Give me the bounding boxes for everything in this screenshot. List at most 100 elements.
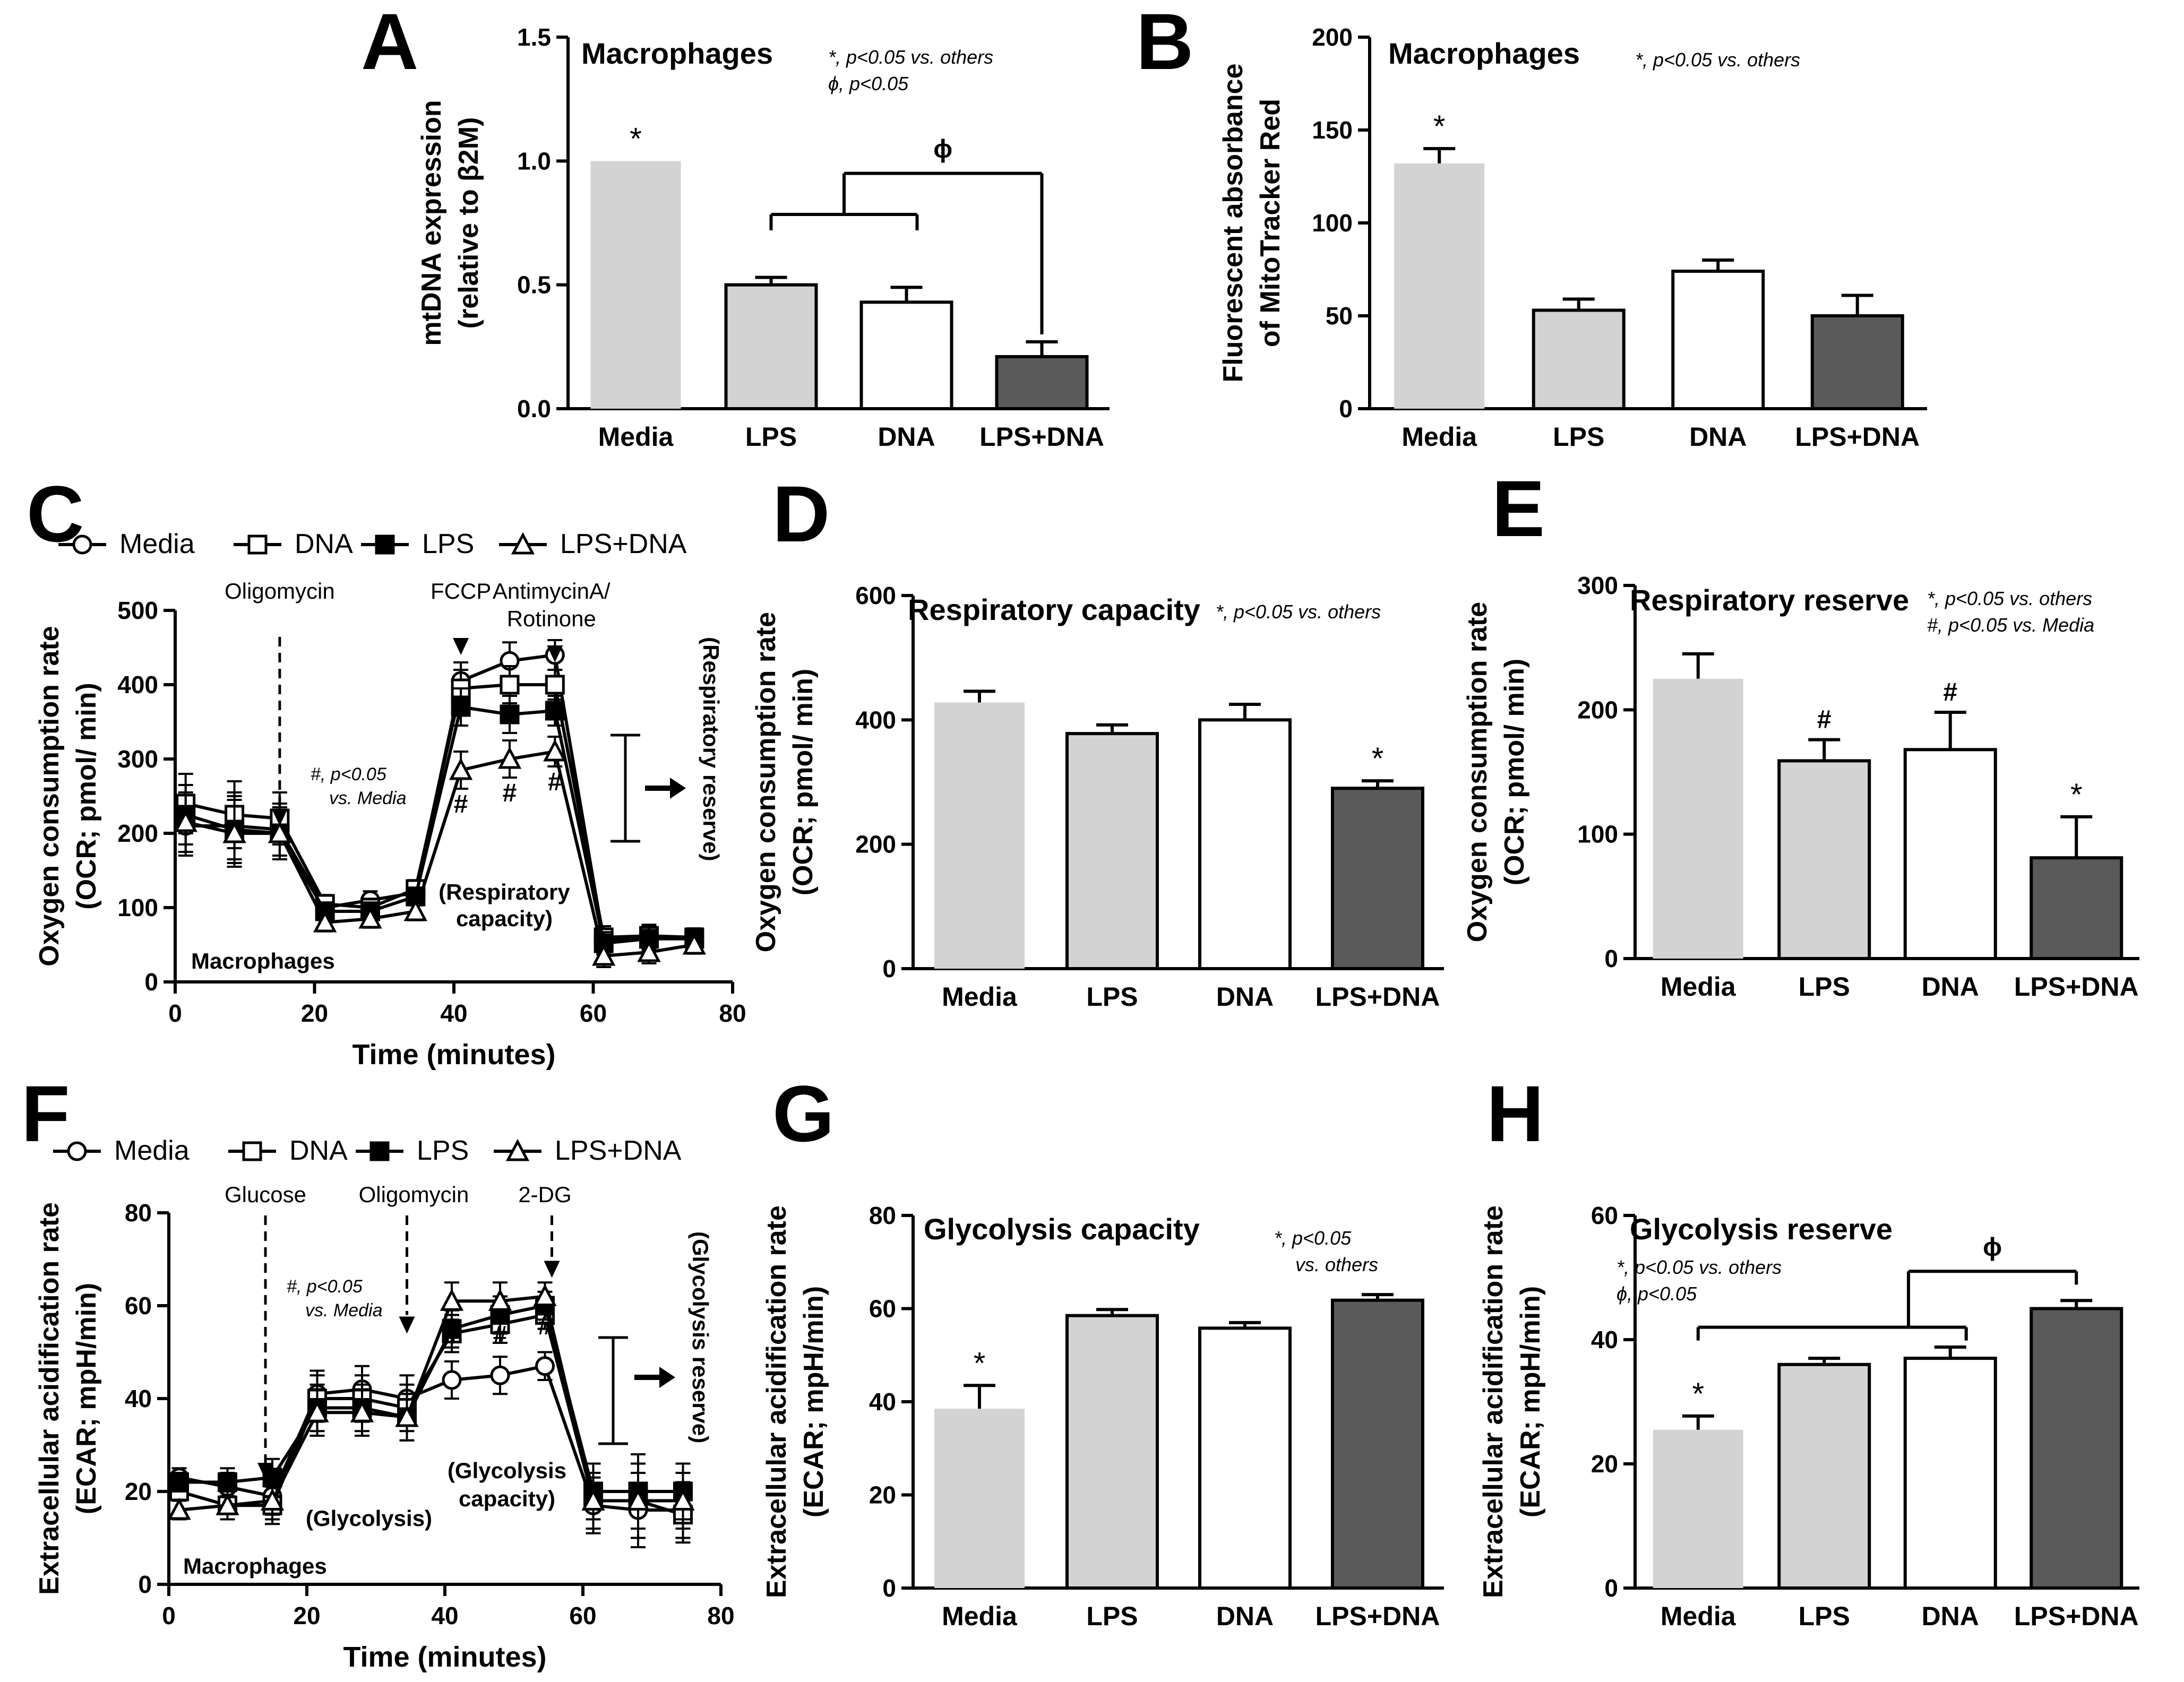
legend-marker-C-2 [375, 534, 395, 555]
legend-marker-C-0 [72, 534, 92, 555]
bar-B-2 [1671, 270, 1765, 410]
category-label-A-2: DNA [878, 422, 935, 452]
data-point-C-3 [682, 932, 706, 955]
legend-label-C-1: DNA [295, 529, 353, 559]
bar-D-1 [1065, 732, 1159, 970]
annotation-D-0: *, p<0.05 vs. others [1216, 601, 1381, 623]
legend-marker-C-3 [511, 532, 535, 555]
x-tick-label-F: 0 [162, 1602, 176, 1629]
category-label-B-2: DNA [1689, 422, 1747, 452]
x-tick-label-C: 40 [440, 999, 467, 1027]
x-tick-label-C: 0 [168, 999, 182, 1027]
y-tick-label-B: 200 [1312, 23, 1353, 51]
y-tick-label-C: 0 [144, 968, 158, 996]
y-tick-label-H: 40 [1591, 1326, 1618, 1353]
category-label-G-0: Media [942, 1601, 1018, 1631]
y-tick-label-C: 300 [117, 745, 158, 773]
y-tick-label-F: 20 [125, 1478, 152, 1505]
series-C-1 [176, 665, 704, 950]
data-point-F-3 [581, 1488, 605, 1511]
category-label-B-3: LPS+DNA [1795, 422, 1920, 452]
y-axis-label-E: Oxygen consumption rate [1462, 602, 1493, 942]
category-label-D-2: DNA [1216, 982, 1274, 1012]
data-point-F-3 [533, 1284, 557, 1306]
y-tick-label-C: 200 [117, 820, 158, 847]
y-tick-label-D: 400 [855, 706, 896, 734]
y-tick-label-G: 20 [869, 1481, 896, 1509]
annotation-E-0: *, p<0.05 vs. others [1927, 588, 2092, 609]
data-point-C-3 [497, 746, 522, 769]
category-label-D-3: LPS+DNA [1315, 982, 1440, 1012]
data-point-F-3 [167, 1497, 191, 1520]
data-point-F-3 [671, 1488, 695, 1511]
region-label-F-2: capacity) [459, 1486, 555, 1511]
y-axis-label-H: Extracellular acidification rate [1478, 1205, 1509, 1598]
y-axis-label2-B: of MitoTracker Red [1255, 99, 1286, 347]
significance-mark-H-0: * [1692, 1377, 1704, 1411]
category-label-A-1: LPS [745, 422, 797, 452]
category-label-H-0: Media [1661, 1601, 1736, 1631]
bar-A-2 [859, 300, 953, 410]
chart-title-G: Glycolysis capacity [924, 1212, 1200, 1246]
y-tick-label-D: 200 [855, 831, 896, 858]
y-tick-label-D: 600 [855, 582, 896, 609]
x-tick-label-F: 40 [431, 1602, 458, 1629]
category-label-E-2: DNA [1922, 972, 1979, 1002]
y-tick-label-B: 50 [1326, 302, 1353, 330]
bar-G-0 [934, 1409, 1025, 1588]
data-point-C-2 [545, 701, 565, 721]
data-point-F-3 [260, 1488, 285, 1511]
panel-label-H: H [1486, 1069, 1544, 1158]
significance-mark-E-1: # [1817, 706, 1832, 734]
category-label-D-0: Media [942, 982, 1018, 1012]
region-label-F-1: (Glycolysis [448, 1458, 566, 1483]
y-axis-label2-D: (OCR; pmol/ min) [788, 669, 819, 896]
data-point-C-2 [500, 704, 520, 724]
hash-mark-F-1: # [493, 1321, 508, 1349]
data-point-F-3 [440, 1288, 464, 1311]
reserve-arrowhead-C [670, 778, 686, 799]
data-point-F-3 [395, 1404, 419, 1427]
bar-D-0 [934, 702, 1025, 969]
y-axis-label-G: Extracellular acidification rate [761, 1205, 792, 1598]
y-tick-label-B: 100 [1312, 209, 1353, 237]
injection-label-antimycin: AntimycinA/ [493, 579, 611, 603]
panel-label-A: A [361, 0, 418, 86]
y-tick-label-G: 60 [869, 1295, 896, 1323]
y-axis-label2-E: (OCR; pmol/ min) [1499, 659, 1530, 886]
series-line-F-2 [179, 1304, 683, 1493]
y-axis-label2-F: (ECAR; mpH/min) [71, 1283, 102, 1514]
data-point-C-3 [403, 899, 427, 921]
data-point-F-0 [490, 1365, 510, 1385]
series-line-C-3 [185, 749, 695, 958]
y-tick-label-A: 0.0 [517, 395, 551, 422]
data-point-F-3 [488, 1288, 512, 1311]
data-point-F-3 [305, 1400, 329, 1422]
annotation-G-1: vs. others [1295, 1254, 1378, 1275]
bar-H-3 [2030, 1307, 2123, 1590]
category-label-G-1: LPS [1086, 1601, 1138, 1631]
y-tick-label-E: 200 [1577, 696, 1618, 723]
y-tick-label-H: 0 [1604, 1574, 1618, 1602]
category-label-B-1: LPS [1553, 422, 1604, 452]
legend-label-C-0: Media [119, 529, 195, 559]
annotation-G-0: *, p<0.05 [1274, 1227, 1352, 1249]
annotation-B-0: *, p<0.05 vs. others [1635, 49, 1800, 71]
chart-title-E: Respiratory reserve [1630, 583, 1909, 617]
category-label-H-2: DNA [1922, 1601, 1979, 1631]
region-label-C-2: capacity) [456, 906, 553, 931]
legend-marker-C-1 [247, 534, 268, 555]
data-point-C-3 [313, 910, 337, 933]
injection-label-2dg: 2-DG [518, 1182, 571, 1207]
data-point-C-3 [174, 809, 197, 832]
chart-G: G Glycolysis capacity *, p<0.05 vs. others E… [761, 1069, 1444, 1631]
injection-arrowhead-oligomycin [399, 1316, 415, 1334]
data-point-F-0 [535, 1356, 555, 1376]
y-tick-label-A: 1.0 [517, 147, 551, 175]
data-point-C-3 [358, 906, 382, 929]
injection-label-fccp: FCCP [431, 579, 491, 603]
y-tick-label-C: 100 [117, 894, 158, 921]
chart-E: E Respiratory reserve *, p<0.05 vs. others… [1462, 464, 2139, 1002]
